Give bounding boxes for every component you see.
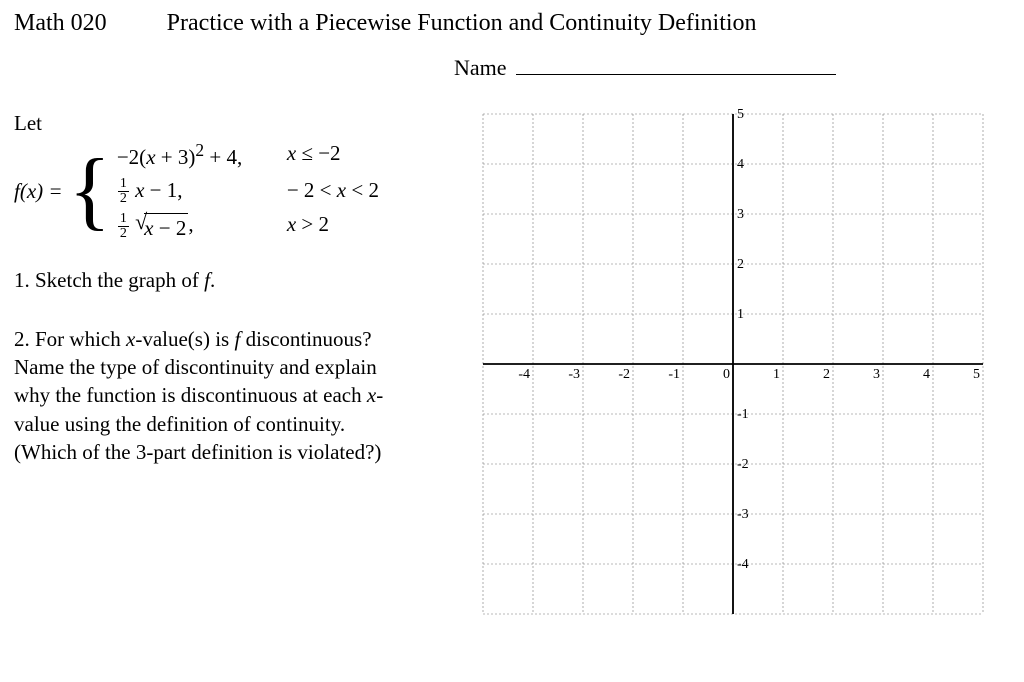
svg-text:3: 3 xyxy=(737,207,744,222)
svg-text:-2: -2 xyxy=(618,367,630,382)
svg-text:-4: -4 xyxy=(518,367,530,382)
svg-text:2: 2 xyxy=(823,367,830,382)
svg-text:4: 4 xyxy=(923,367,930,382)
case-3: 12 √x − 2, x > 2 xyxy=(117,210,379,242)
name-field: Name xyxy=(454,55,1010,81)
svg-text:-3: -3 xyxy=(737,507,749,522)
svg-text:-4: -4 xyxy=(737,557,749,572)
svg-text:-3: -3 xyxy=(568,367,580,382)
function-definition: f(x) = { −2(x + 3)2 + 4, x ≤ −2 12 x − 1… xyxy=(14,139,454,242)
question-2: 2. For which x-value(s) is f discontinuo… xyxy=(14,325,454,467)
question-1: 1. Sketch the graph of f. xyxy=(14,266,454,294)
svg-text:1: 1 xyxy=(737,307,744,322)
svg-text:5: 5 xyxy=(737,109,744,122)
name-blank-line[interactable] xyxy=(516,74,836,75)
svg-text:-2: -2 xyxy=(737,457,749,472)
svg-text:0: 0 xyxy=(723,367,730,382)
case-2: 12 x − 1, − 2 < x < 2 xyxy=(117,176,379,207)
let-label: Let xyxy=(14,109,454,137)
svg-text:2: 2 xyxy=(737,257,744,272)
course-code: Math 020 xyxy=(14,10,107,37)
svg-text:4: 4 xyxy=(737,157,744,172)
worksheet-title: Practice with a Piecewise Function and C… xyxy=(167,10,757,37)
svg-text:-1: -1 xyxy=(668,367,680,382)
function-lhs: f(x) = xyxy=(14,177,63,205)
name-label: Name xyxy=(454,55,507,80)
svg-text:3: 3 xyxy=(873,367,880,382)
svg-text:5: 5 xyxy=(973,367,980,382)
case-1: −2(x + 3)2 + 4, x ≤ −2 xyxy=(117,139,379,171)
svg-text:-1: -1 xyxy=(737,407,749,422)
svg-text:1: 1 xyxy=(773,367,780,382)
coordinate-grid: -4 -3 -2 -1 0 1 2 3 4 5 5 4 3 2 1 -1 -2 -3 -4 xyxy=(478,109,988,619)
brace-icon: { xyxy=(69,156,111,226)
